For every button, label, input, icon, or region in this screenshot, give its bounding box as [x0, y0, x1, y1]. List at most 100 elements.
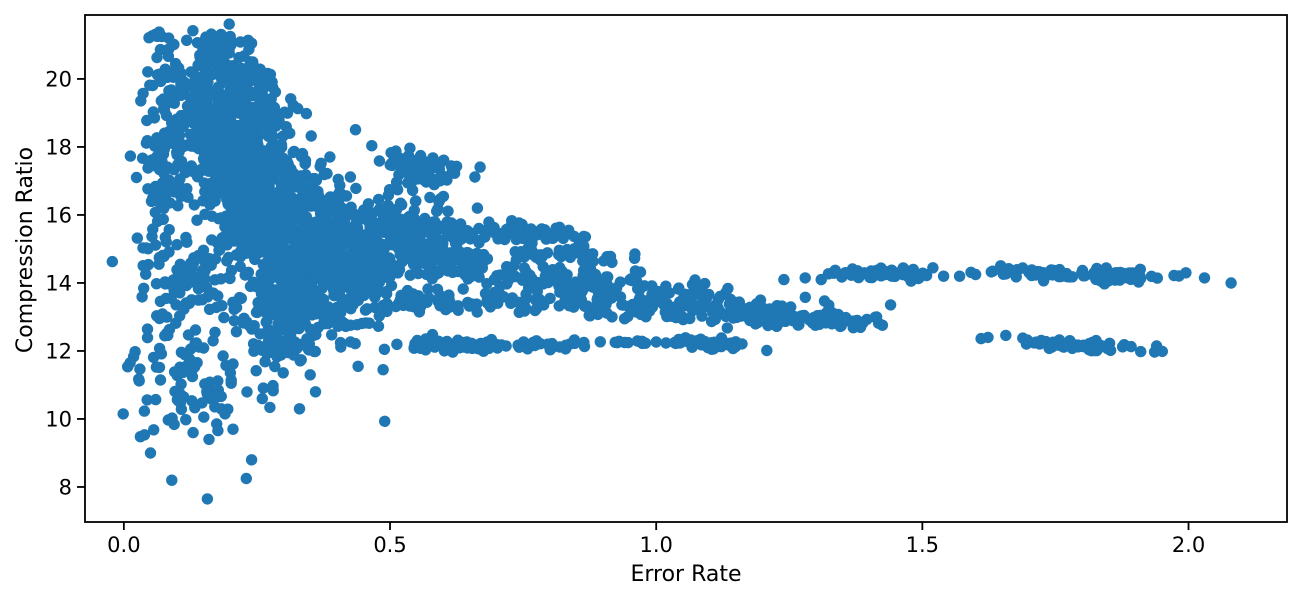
x-tick-label: 1.0 [639, 533, 672, 557]
data-point [141, 114, 153, 127]
data-point [568, 334, 581, 346]
data-point [352, 360, 364, 372]
data-point [224, 34, 237, 46]
data-point [913, 271, 926, 284]
data-point [604, 250, 617, 263]
data-point [175, 89, 187, 102]
y-tick-label: 20 [45, 67, 72, 91]
data-point [818, 295, 831, 307]
data-point [450, 244, 462, 256]
data-point [581, 300, 593, 312]
data-point [408, 251, 420, 263]
data-point [144, 447, 157, 459]
data-point [554, 286, 566, 298]
data-point [172, 200, 184, 212]
data-point [212, 81, 225, 93]
data-point [799, 272, 811, 284]
scatter-points [106, 18, 1237, 505]
data-point [190, 337, 202, 349]
data-point [221, 239, 233, 251]
data-point [578, 264, 590, 277]
data-point [457, 283, 469, 295]
data-point [373, 203, 386, 215]
data-point [634, 305, 646, 318]
data-point [256, 392, 268, 405]
data-point [261, 207, 274, 219]
data-point [646, 301, 658, 313]
data-point [314, 160, 326, 173]
data-point [799, 291, 811, 303]
data-point [185, 273, 197, 285]
data-point [202, 76, 214, 88]
data-point [122, 361, 134, 373]
data-point [721, 322, 733, 334]
data-point [384, 226, 397, 238]
y-tick-label: 16 [45, 203, 72, 227]
data-point [443, 294, 455, 306]
data-point [469, 342, 482, 354]
data-point [336, 298, 348, 310]
x-axis-ticks: 0.0 0.5 1.0 1.5 2.0 [107, 522, 1205, 557]
data-point [736, 338, 748, 350]
data-point [156, 177, 169, 189]
data-point [279, 284, 291, 296]
data-point [872, 317, 885, 329]
data-point [544, 292, 556, 304]
data-point [481, 253, 494, 265]
data-point [376, 217, 389, 229]
data-point [157, 93, 170, 105]
data-point [129, 346, 141, 358]
data-point [201, 493, 214, 505]
data-point [858, 267, 871, 279]
data-point [467, 249, 479, 261]
data-point [292, 102, 304, 115]
data-point [223, 361, 235, 373]
data-point [529, 294, 542, 306]
data-point [194, 49, 206, 61]
data-point [300, 107, 313, 120]
data-point [221, 255, 233, 267]
data-point [701, 300, 713, 312]
data-point [281, 175, 294, 187]
data-point [792, 319, 804, 331]
y-tick-label: 12 [45, 339, 72, 363]
data-point [191, 37, 204, 49]
data-point [372, 286, 385, 298]
data-point [206, 193, 218, 205]
data-point [277, 240, 289, 253]
data-point [532, 249, 544, 261]
data-point [270, 324, 282, 337]
data-point [256, 285, 269, 298]
data-point [199, 66, 211, 78]
data-point [405, 155, 417, 167]
data-point [336, 270, 348, 283]
data-point [208, 113, 220, 126]
data-point [221, 193, 233, 205]
data-point [814, 315, 826, 328]
data-point [162, 329, 174, 341]
data-point [261, 346, 273, 358]
data-point [469, 171, 481, 183]
data-point [241, 386, 253, 398]
data-point [1156, 345, 1169, 358]
data-point [254, 246, 266, 258]
data-point [489, 227, 501, 239]
data-point [182, 191, 194, 203]
data-point [191, 214, 203, 226]
data-point [202, 165, 215, 177]
data-point [550, 222, 562, 234]
data-point [763, 310, 775, 322]
data-point [563, 300, 575, 312]
data-point [171, 239, 183, 251]
data-point [217, 138, 229, 150]
data-point [547, 232, 559, 244]
data-point [134, 363, 146, 375]
data-point [331, 246, 344, 259]
data-point [168, 366, 181, 378]
data-point [327, 227, 339, 239]
data-point [303, 193, 315, 205]
data-point [884, 299, 897, 311]
data-point [300, 288, 312, 300]
data-point [140, 137, 153, 149]
